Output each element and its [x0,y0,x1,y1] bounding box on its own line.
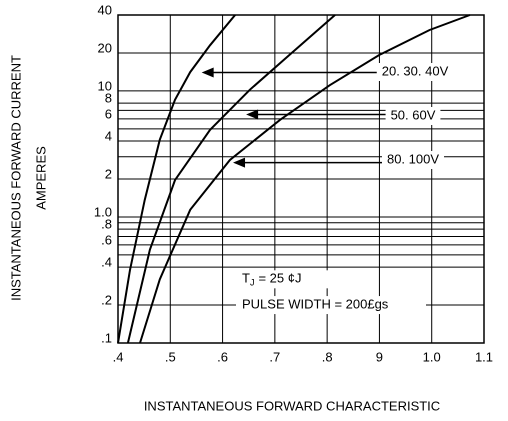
tj-main: T [242,271,250,286]
plot-frame [117,14,485,344]
curve-label: 80. 100V [387,151,439,166]
y-tick-label: .2 [101,292,112,307]
curve [117,14,236,344]
y-axis-title: INSTANTANEOUS FORWARD CURRENT [8,55,23,301]
tj-sub: J [250,278,255,288]
y-tick-label: .1 [101,330,112,345]
condition-box [236,296,426,315]
tj-rest: = 25 ¢J [258,271,301,286]
arrow-head [201,67,214,78]
arrow-head [246,109,259,120]
y-tick-label: 1.0 [94,204,112,219]
y-tick-label: 10 [98,78,112,93]
y-tick-label: 4 [105,128,112,143]
label-box [376,63,454,81]
y-tick-label: .8 [101,217,112,232]
x-tick-label: .8 [322,349,333,364]
condition-box [236,270,356,289]
curve-label: 20. 30. 40V [382,63,449,78]
y-axis-title: AMPERES [33,146,48,210]
x-tick-label: 1.1 [475,349,493,364]
x-tick-label: .4 [113,349,124,364]
x-axis-title: INSTANTANEOUS FORWARD CHARACTERISTIC [144,398,440,413]
y-tick-label: .6 [101,232,112,247]
y-tick-label: .4 [101,255,112,270]
label-box [381,151,445,169]
x-tick-label: .7 [269,349,280,364]
y-tick-label: 20 [98,40,112,55]
x-tick-label: 1.0 [423,349,441,364]
y-tick-label: 6 [105,106,112,121]
x-tick-label: .6 [217,349,228,364]
curve-label: 50. 60V [391,107,436,122]
condition-pulse: PULSE WIDTH = 200£gs [242,296,389,311]
x-tick-label: .5 [165,349,176,364]
arrow-head [233,157,246,168]
condition-tj: TJ = 25 ¢J [242,271,301,288]
label-box [385,107,441,125]
y-tick-label: 2 [105,166,112,181]
y-tick-label: 40 [98,2,112,17]
x-tick-label: 9 [376,349,383,364]
curve [139,14,471,344]
y-tick-label: 8 [105,91,112,106]
curve [126,14,336,344]
